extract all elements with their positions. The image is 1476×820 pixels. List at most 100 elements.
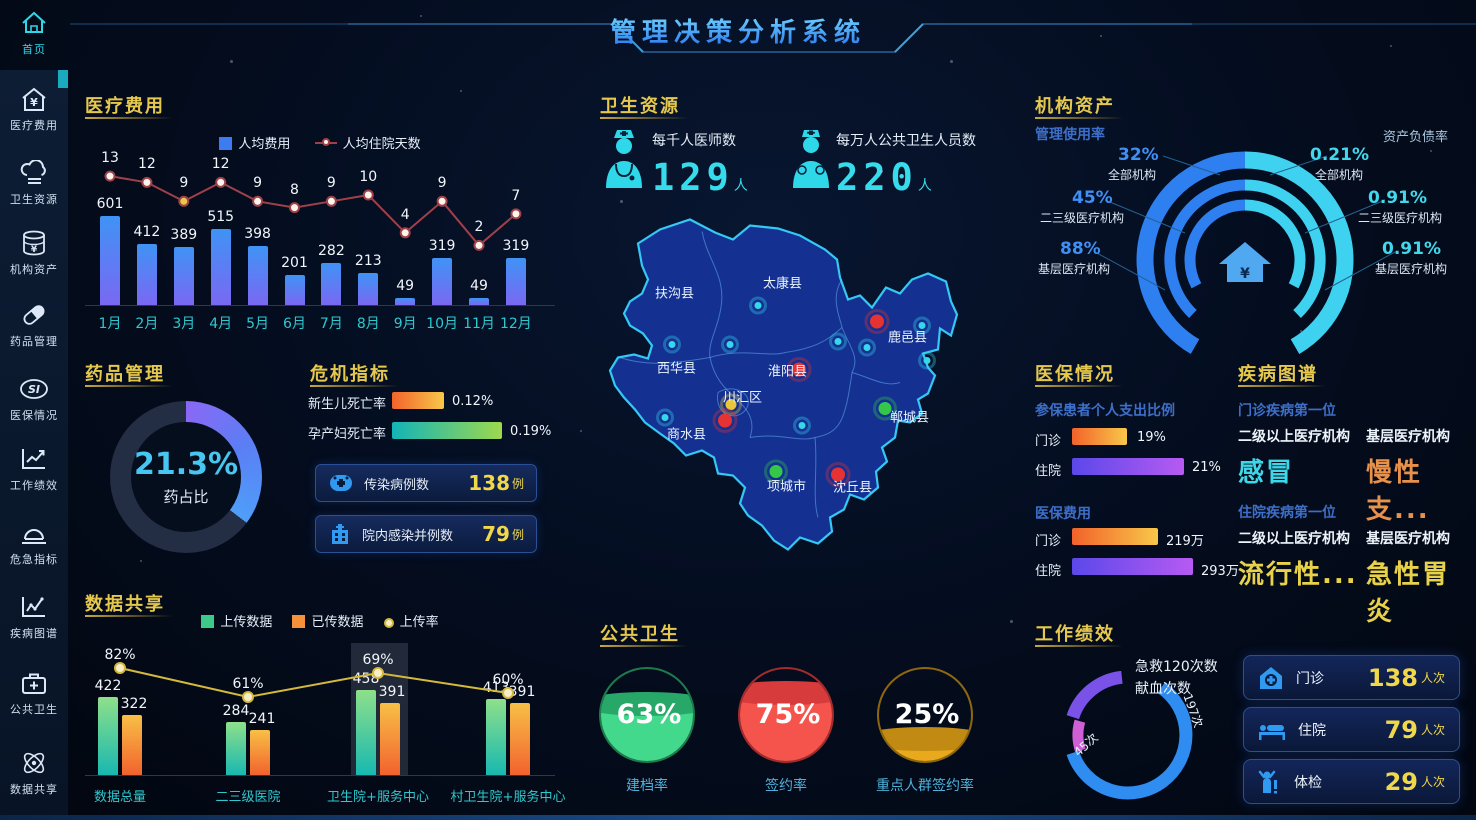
rate-value: 82% <box>104 647 136 663</box>
map-marker-halo <box>786 357 812 382</box>
performance-icon <box>0 444 68 474</box>
card-unit: 人次 <box>1420 723 1445 737</box>
gauge-label: 建档率 <box>626 778 668 794</box>
legend-label: 上传率 <box>399 615 439 630</box>
sidebar-item-share[interactable]: 数据共享 <box>0 748 68 797</box>
insurance-bar <box>1072 428 1127 445</box>
map-marker-halo <box>720 393 742 416</box>
map-region-shape[interactable] <box>608 218 959 551</box>
card-value: 138 <box>1367 663 1418 692</box>
map-marker-red[interactable] <box>792 362 806 377</box>
sidebar-item-fee[interactable]: ¥ 医疗费用 <box>0 84 68 133</box>
card-value: 29 <box>1384 767 1418 796</box>
map-county-borders <box>619 231 901 518</box>
stat-label: 每万人公共卫生人员数 <box>836 133 976 149</box>
gauge-value: 88% <box>1060 239 1101 259</box>
sidebar-item-critical[interactable]: 危急指标 <box>0 518 68 567</box>
card-value: 79 <box>482 522 510 546</box>
performance-ring <box>1066 670 1193 800</box>
bar-transferred-二三级医院 <box>250 730 270 775</box>
map-marker-cyan[interactable] <box>918 322 926 329</box>
legend-swatch-icon <box>292 615 306 628</box>
rate-value: 61% <box>232 676 264 692</box>
x-axis <box>85 775 555 776</box>
bar-3月 <box>173 247 194 305</box>
sidebar-item-drug[interactable]: 药品管理 <box>0 300 68 349</box>
star-dot <box>1390 45 1392 47</box>
sidebar-item-disease[interactable]: 疾病图谱 <box>0 592 68 641</box>
insurance-bar <box>1072 528 1158 545</box>
resource-icon <box>0 158 68 188</box>
disease-section-header: 住院疾病第一位 <box>1238 505 1336 521</box>
insurance-group1-header: 参保患者个人支出比例 <box>1035 403 1175 419</box>
line-value: 8 <box>290 181 299 198</box>
card-unit: 人次 <box>1420 671 1445 685</box>
bar-value: 201 <box>281 255 308 272</box>
gauge-arc-left <box>1164 179 1246 318</box>
x-axis-label: 11月 <box>463 316 495 332</box>
star-dot <box>950 60 953 63</box>
sidebar-item-home[interactable]: 首页 <box>0 8 68 57</box>
gauge-label: 二三级医疗机构 <box>1040 211 1125 225</box>
insurance-bar <box>1072 458 1184 475</box>
stat-unit: 人 <box>917 178 932 194</box>
map-marker-red[interactable] <box>870 314 884 329</box>
line-value: 9 <box>326 175 336 192</box>
map-marker-cyan[interactable] <box>726 341 734 348</box>
map-district-label: 沈丘县 <box>833 481 872 496</box>
gauge-value: 0.91% <box>1382 239 1441 259</box>
map-marker-cyan[interactable] <box>661 414 669 421</box>
bar-4月 <box>210 228 231 305</box>
map-district-label: 西华县 <box>657 362 696 377</box>
panel-title-crisis: 危机指标 <box>310 360 398 387</box>
bar-10月 <box>432 257 453 305</box>
legend-item-upload[interactable]: 上传数据 <box>201 611 272 630</box>
map-marker-red[interactable] <box>831 467 845 482</box>
map-marker-cyan[interactable] <box>668 341 676 348</box>
map-marker-cyan[interactable] <box>863 344 871 351</box>
legend-item-avg-cost[interactable]: 人均费用 <box>219 133 290 152</box>
star-dot <box>460 90 462 92</box>
map-marker-cyan[interactable] <box>923 357 931 364</box>
assets-right-header: 资产负债率 <box>1383 130 1449 145</box>
map-marker-green[interactable] <box>769 465 783 478</box>
legend-label: 人均费用 <box>238 137 291 152</box>
legend-item-avg-stay[interactable]: 人均住院天数 <box>314 133 421 152</box>
x-axis-label: 3月 <box>172 316 196 332</box>
leader-line <box>1162 155 1221 176</box>
sidebar-item-performance[interactable]: 工作绩效 <box>0 444 68 493</box>
x-axis-label: 10月 <box>426 316 458 332</box>
rate-value: 60% <box>492 672 524 688</box>
map-marker-cyan[interactable] <box>798 422 806 429</box>
map-marker-yellow[interactable] <box>725 399 737 410</box>
fee-icon: ¥ <box>0 84 68 114</box>
legend-item-rate[interactable]: 上传率 <box>383 611 439 630</box>
legend-item-transferred[interactable]: 已传数据 <box>292 611 364 630</box>
card-unit: 人次 <box>1420 775 1445 789</box>
star-dot <box>700 145 702 147</box>
line-value: 2 <box>474 219 484 236</box>
map-marker-cyan[interactable] <box>754 302 762 309</box>
map-marker-green[interactable] <box>878 402 892 415</box>
header-decoration <box>70 23 1476 53</box>
sidebar-item-resource[interactable]: 卫生资源 <box>0 158 68 207</box>
map-marker-halo <box>656 408 674 427</box>
sidebar-item-assets[interactable]: ¥ 机构资产 <box>0 228 68 277</box>
map-marker-red[interactable] <box>718 413 732 428</box>
bar-value: 515 <box>207 208 235 225</box>
stat-unit: 人 <box>733 178 748 194</box>
ring-arc-blue <box>1066 682 1193 800</box>
disease-icon <box>0 592 68 622</box>
card-value: 138 <box>468 471 510 495</box>
sidebar-item-public[interactable]: 公共卫生 <box>0 668 68 717</box>
map-marker-cyan[interactable] <box>834 338 842 345</box>
insurance-row-value: 21% <box>1192 460 1221 475</box>
card-label: 传染病例数 <box>364 477 430 493</box>
sidebar-item-insurance[interactable]: SI 医保情况 <box>0 374 68 423</box>
panel-title-performance: 工作绩效 <box>1035 620 1123 647</box>
map-marker-halo <box>918 351 936 370</box>
bar-6月 <box>284 275 305 305</box>
sidebar-item-label: 机构资产 <box>10 263 58 276</box>
sidebar-item-label: 工作绩效 <box>10 479 58 492</box>
